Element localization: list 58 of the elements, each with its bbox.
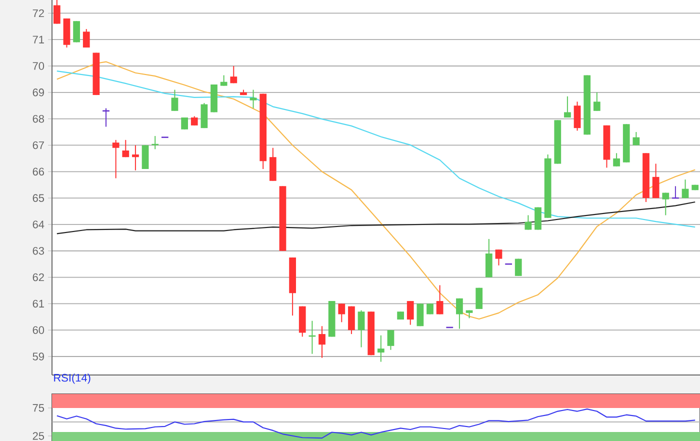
y-tick-label: 63 xyxy=(32,246,44,255)
candlestick xyxy=(181,117,188,130)
candlestick xyxy=(122,139,130,158)
candlestick xyxy=(73,20,80,43)
candlestick xyxy=(514,258,522,276)
chart-title: RSI(14) xyxy=(54,374,90,384)
candlestick xyxy=(112,139,120,179)
candlestick xyxy=(495,249,502,266)
line-series xyxy=(56,201,696,234)
y-tick-label: 70 xyxy=(32,62,44,70)
y-tick-label: 59 xyxy=(32,352,44,360)
candlestick xyxy=(190,116,198,126)
candlestick xyxy=(485,238,492,278)
y-tick-label: 72 xyxy=(32,9,44,18)
candlestick xyxy=(348,306,355,335)
candlestick xyxy=(269,147,276,182)
candlestick xyxy=(338,303,346,323)
candlestick xyxy=(250,89,257,109)
candlestick xyxy=(436,284,444,315)
y-tick-label: 60 xyxy=(32,326,44,334)
y-tick-label: 67 xyxy=(32,141,44,150)
candlestick xyxy=(53,0,60,24)
line-series xyxy=(56,61,696,320)
candlestick xyxy=(524,214,532,230)
candlestick xyxy=(682,179,689,199)
candlestick xyxy=(377,334,384,362)
candlestick xyxy=(416,303,424,327)
y-tick-label: 66 xyxy=(32,168,44,176)
candlestick xyxy=(358,310,365,348)
y-tick-label: 65 xyxy=(32,194,44,202)
y-tick-label: 75 xyxy=(32,404,44,412)
candlestick xyxy=(613,152,620,167)
candlestick xyxy=(142,144,149,170)
y-tick-label: 25 xyxy=(32,432,44,440)
candlestick xyxy=(220,74,228,86)
candlestick xyxy=(387,330,394,350)
candlestick xyxy=(318,326,326,358)
y-tick-label: 64 xyxy=(32,220,44,228)
candlestick xyxy=(662,192,670,216)
y-tick-label: 68 xyxy=(32,114,44,123)
candlestick xyxy=(574,101,581,132)
candlestick xyxy=(652,163,660,199)
y-tick-label: 69 xyxy=(32,88,44,96)
y-tick-label: 71 xyxy=(32,36,44,44)
candlestick xyxy=(406,300,414,326)
candlestick xyxy=(456,298,463,330)
candlestick xyxy=(82,28,90,48)
candlestick xyxy=(132,144,139,171)
y-tick-label: 61 xyxy=(32,300,44,308)
candlestick xyxy=(593,92,600,112)
candlestick xyxy=(171,89,178,112)
candlestick xyxy=(230,66,238,84)
candlestick xyxy=(632,132,640,146)
candlestick xyxy=(564,96,571,118)
candlestick xyxy=(200,102,208,129)
candlestick xyxy=(476,287,483,310)
candlestick xyxy=(102,108,110,128)
y-tick-label: 62 xyxy=(32,273,44,282)
